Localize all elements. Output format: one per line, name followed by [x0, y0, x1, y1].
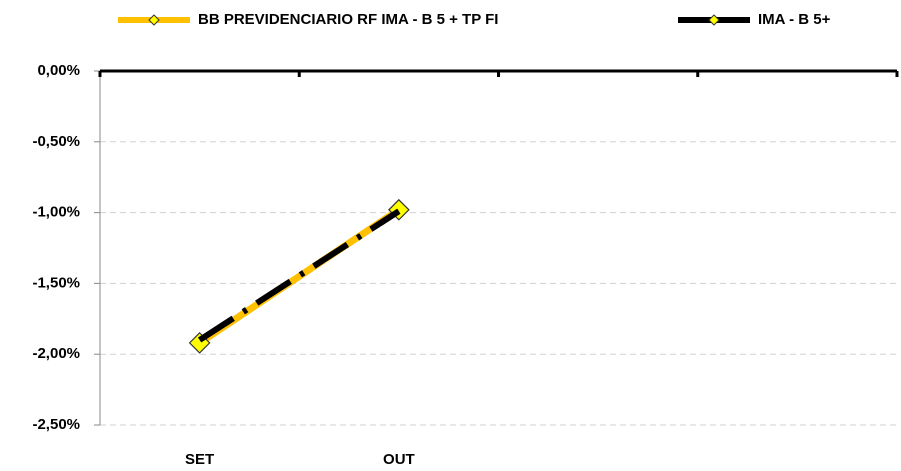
y-tick-label: -1,50%	[32, 274, 80, 291]
x-tick-label: SET	[185, 451, 214, 468]
legend-label: IMA - B 5+	[758, 11, 831, 28]
y-tick-label: -2,50%	[32, 416, 80, 433]
y-tick-label: -0,50%	[32, 133, 80, 150]
legend-marker	[708, 14, 720, 26]
y-tick-label: 0,00%	[37, 62, 80, 79]
y-tick-label: -1,00%	[32, 204, 80, 221]
series-line	[197, 208, 401, 343]
legend-marker	[148, 14, 160, 26]
x-tick-label: OUT	[383, 451, 415, 468]
y-tick-label: -2,00%	[32, 345, 80, 362]
legend-label: BB PREVIDENCIARIO RF IMA - B 5 + TP FI	[198, 11, 498, 28]
